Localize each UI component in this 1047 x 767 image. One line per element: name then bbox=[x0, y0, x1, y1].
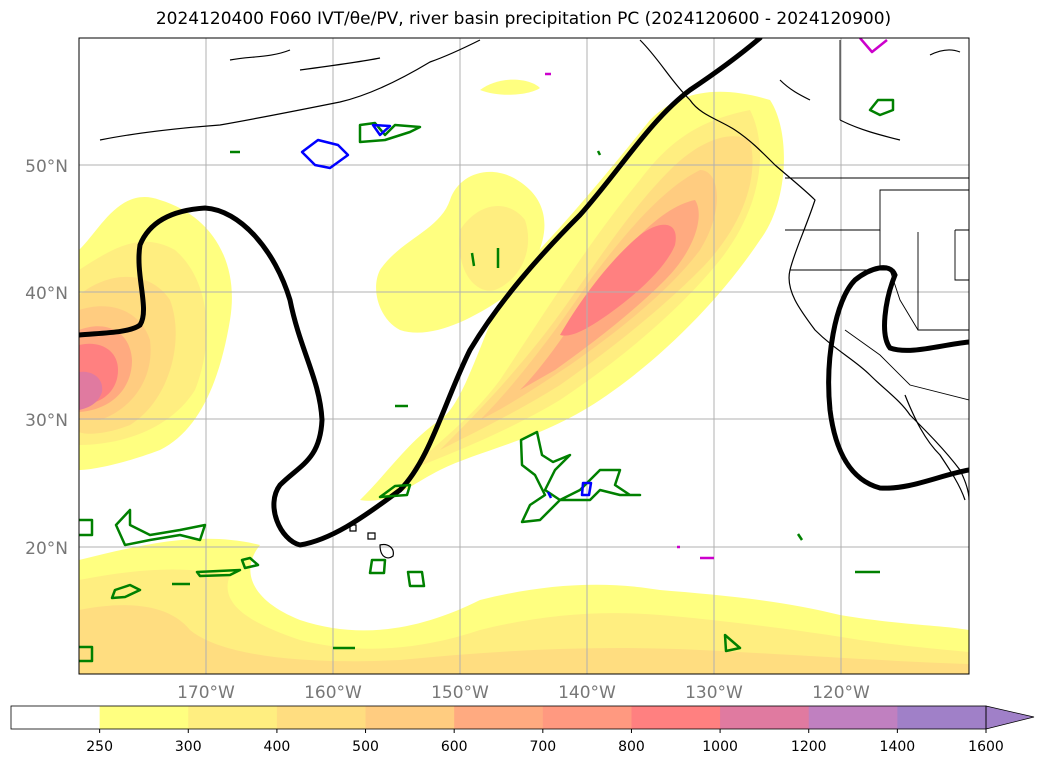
colorbar-tick-label: 250 bbox=[86, 739, 113, 755]
colorbar-segment bbox=[454, 706, 544, 729]
lon-label-120w: 120°W bbox=[812, 683, 870, 703]
colorbar-segment bbox=[542, 706, 632, 729]
pv-green-contours bbox=[79, 98, 895, 663]
map-frame bbox=[78, 37, 970, 675]
lat-label-20n: 20°N bbox=[25, 539, 68, 559]
pv-magenta-contours bbox=[545, 38, 888, 560]
colorbar-segment bbox=[276, 706, 367, 729]
theta-e-contours bbox=[79, 38, 969, 548]
pv-blue-contours bbox=[300, 123, 593, 499]
longitude-labels: 170°W 160°W 150°W 140°W 130°W 120°W bbox=[177, 683, 870, 703]
lon-label-170w: 170°W bbox=[177, 683, 235, 703]
colorbar-tick-label: 1000 bbox=[702, 739, 738, 755]
lat-label-40n: 40°N bbox=[25, 284, 68, 304]
colorbar-segment bbox=[631, 706, 721, 729]
lon-label-160w: 160°W bbox=[304, 683, 362, 703]
colorbar-segment bbox=[897, 706, 987, 729]
colorbar-segment bbox=[188, 706, 278, 729]
map-title: 2024120400 F060 IVT/θe/PV, river basin p… bbox=[155, 9, 892, 29]
colorbar-segment bbox=[99, 706, 189, 729]
colorbar-segment bbox=[365, 706, 455, 729]
ivt-plume-main bbox=[360, 91, 784, 501]
lon-label-150w: 150°W bbox=[431, 683, 489, 703]
colorbar-tick-label: 1400 bbox=[880, 739, 916, 755]
coastlines bbox=[99, 39, 969, 501]
colorbar-tick-label: 1600 bbox=[968, 739, 1004, 755]
colorbar-segment bbox=[720, 706, 810, 729]
colorbar-segments bbox=[11, 706, 987, 729]
colorbar-segment bbox=[11, 706, 101, 729]
colorbar-ticks: 250 300 400 500 600 700 800 1000 1200 1400 1600 bbox=[86, 729, 1004, 755]
lat-label-50n: 50°N bbox=[25, 157, 68, 177]
lon-label-140w: 140°W bbox=[558, 683, 616, 703]
map-gridlines bbox=[79, 38, 969, 674]
colorbar-outline bbox=[10, 705, 987, 730]
colorbar: 250 300 400 500 600 700 800 1000 1200 1400 1600 bbox=[10, 705, 1035, 755]
latitude-labels: 50°N 40°N 30°N 20°N bbox=[25, 157, 68, 559]
colorbar-tick-label: 700 bbox=[529, 739, 556, 755]
ivt-patch-north bbox=[480, 79, 540, 95]
colorbar-tick-label: 500 bbox=[352, 739, 379, 755]
colorbar-tick-label: 1200 bbox=[791, 739, 827, 755]
colorbar-tick-label: 600 bbox=[441, 739, 468, 755]
lat-label-30n: 30°N bbox=[25, 411, 68, 431]
colorbar-segment bbox=[808, 706, 898, 729]
ivt-plume-south bbox=[79, 538, 969, 674]
colorbar-extend-arrow bbox=[985, 705, 1035, 730]
colorbar-tick-label: 400 bbox=[264, 739, 291, 755]
colorbar-tick-label: 800 bbox=[618, 739, 645, 755]
political-borders bbox=[785, 40, 969, 401]
colorbar-tick-label: 300 bbox=[175, 739, 202, 755]
lon-label-130w: 130°W bbox=[685, 683, 743, 703]
